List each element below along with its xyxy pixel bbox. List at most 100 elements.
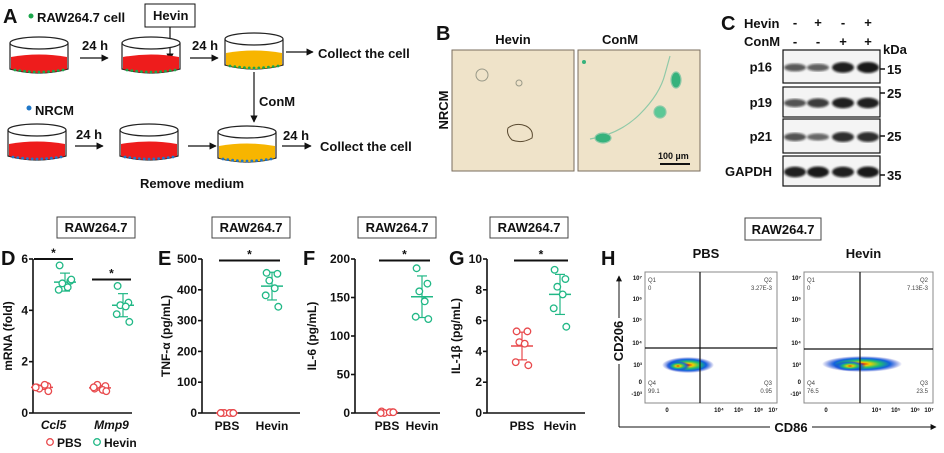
cell-dot <box>228 64 232 68</box>
cell-dot <box>157 157 161 161</box>
data-point-pbs <box>523 327 532 336</box>
chart-f: 0 50 100 150 200 IL-6 (pg/mL) PBS Hevin * <box>305 248 440 433</box>
row-label-nrcm: NRCM <box>436 91 451 130</box>
micrograph-hevin <box>451 49 575 172</box>
data-point-hevin <box>125 317 134 326</box>
legend-label-hevin: Hevin <box>104 436 137 450</box>
cell-line-label: RAW264.7 <box>65 220 128 235</box>
panel-label-b: B <box>436 23 450 45</box>
plot-frame <box>803 271 934 404</box>
medium <box>123 54 179 73</box>
medium <box>219 143 275 162</box>
y-tick-label: 0 <box>475 406 482 420</box>
marker-label: 15 <box>887 62 901 77</box>
legend-label-pbs: PBS <box>57 436 82 450</box>
culture-dish <box>7 123 67 161</box>
cell-line-box <box>56 216 136 239</box>
cell-dot <box>236 159 239 163</box>
col-label-hevin: Hevin <box>495 32 530 47</box>
quadrant-value: 0.95 <box>760 389 772 395</box>
cell-dot <box>166 156 170 160</box>
data-point-pbs <box>89 383 98 392</box>
medium <box>11 54 67 73</box>
cell-dot <box>125 68 129 72</box>
cell-dot <box>45 157 48 161</box>
quadrant-value: 0 <box>807 286 811 292</box>
panel-h-flow-cytometry: PBS Q1 0 Q2 3.27E-3 Q4 99.1 Q3 0.95 10⁷ 10⁶ 10⁵ 10⁴ 1… <box>610 246 937 435</box>
panel-a-schematic: A RAW264.7 cell Hevin 24 h 24 h Collect … <box>3 3 412 191</box>
y-tick-label: 100 <box>330 329 350 343</box>
panel-label-f: F <box>303 248 315 270</box>
quadrant-name: Q1 <box>807 278 816 284</box>
dish-rim <box>121 36 181 50</box>
y-tick-label: 0 <box>21 406 28 420</box>
y-tick-label: 10³ <box>792 362 801 369</box>
cell-dot <box>245 159 249 163</box>
row-header-conm: ConM <box>744 34 780 49</box>
col-label-conm: ConM <box>602 32 638 47</box>
protein-label: p19 <box>750 95 772 110</box>
dish-rim <box>119 123 179 137</box>
cell-dot <box>162 156 165 160</box>
cell-line-label: RAW264.7 <box>498 220 561 235</box>
y-tick-label: 2 <box>475 375 482 389</box>
data-point-hevin <box>423 279 432 288</box>
cell-dot <box>138 157 141 161</box>
cell-line-box <box>357 216 437 239</box>
quadrant-value: 76.5 <box>807 389 819 395</box>
data-point-hevin <box>561 275 570 283</box>
marker-label: 35 <box>887 168 901 183</box>
y-axis-label: IL-1β (pg/mL) <box>449 298 463 374</box>
cell-dot <box>142 157 146 161</box>
quadrant-name: Q1 <box>648 278 657 284</box>
density-cloud <box>666 361 690 371</box>
quadrant-value: 3.27E-3 <box>751 286 773 292</box>
data-point-hevin <box>270 284 279 293</box>
cell-dot <box>40 157 44 161</box>
remove-medium-label: Remove medium <box>140 176 244 191</box>
quadrant-name: Q3 <box>764 381 773 387</box>
y-axis-label: IL-6 (pg/mL) <box>305 302 319 371</box>
cell-dot <box>140 70 143 74</box>
y-axis-label: TNF-α (pg/mL) <box>159 295 173 377</box>
data-point-hevin <box>553 282 562 291</box>
y-tick-label: 10³ <box>633 362 642 369</box>
y-tick-label: 100 <box>177 375 197 389</box>
y-tick-label: -10³ <box>790 391 801 398</box>
data-point-hevin <box>262 268 271 277</box>
x-tick-label: 0 <box>665 408 669 414</box>
culture-dish <box>119 123 179 161</box>
dish-rim <box>217 125 277 139</box>
significance-star: * <box>402 248 407 262</box>
band <box>807 133 829 141</box>
data-point-pbs <box>520 339 529 348</box>
y-tick-label: 0 <box>639 380 643 386</box>
y-tick-label: 200 <box>330 252 350 266</box>
y-tick-label: 10⁵ <box>633 318 643 324</box>
time-label: 24 h <box>82 38 108 53</box>
data-point-pbs <box>40 380 49 389</box>
legend-marker-pbs <box>46 438 54 446</box>
y-tick-label: 4 <box>21 303 28 317</box>
data-point-pbs <box>376 409 385 417</box>
cell-dot <box>271 65 275 69</box>
y-tick-label: 6 <box>475 314 482 328</box>
nrcm-dot-icon <box>26 105 32 111</box>
y-tick-label: 150 <box>330 291 350 305</box>
medium <box>226 50 282 69</box>
flow-plot-title: PBS <box>693 246 720 261</box>
x-tick-label: 10⁷ <box>768 408 778 414</box>
cell-dot <box>240 159 244 163</box>
cell-dot <box>26 157 29 161</box>
quadrant-name: Q2 <box>920 278 929 284</box>
flow-plot-hevin: Hevin Q1 0 Q2 7.13E-3 Q4 76.5 Q3 23.5 10⁷ 10⁶ 10⁵ 10… <box>790 246 934 414</box>
x-tick-label: 0 <box>824 408 828 414</box>
micrograph-conm <box>577 49 701 172</box>
data-point-hevin <box>63 283 72 292</box>
culture-dish <box>224 32 284 70</box>
label-bg <box>610 318 628 364</box>
cell-outline <box>475 68 533 143</box>
cell-dot <box>16 156 20 160</box>
